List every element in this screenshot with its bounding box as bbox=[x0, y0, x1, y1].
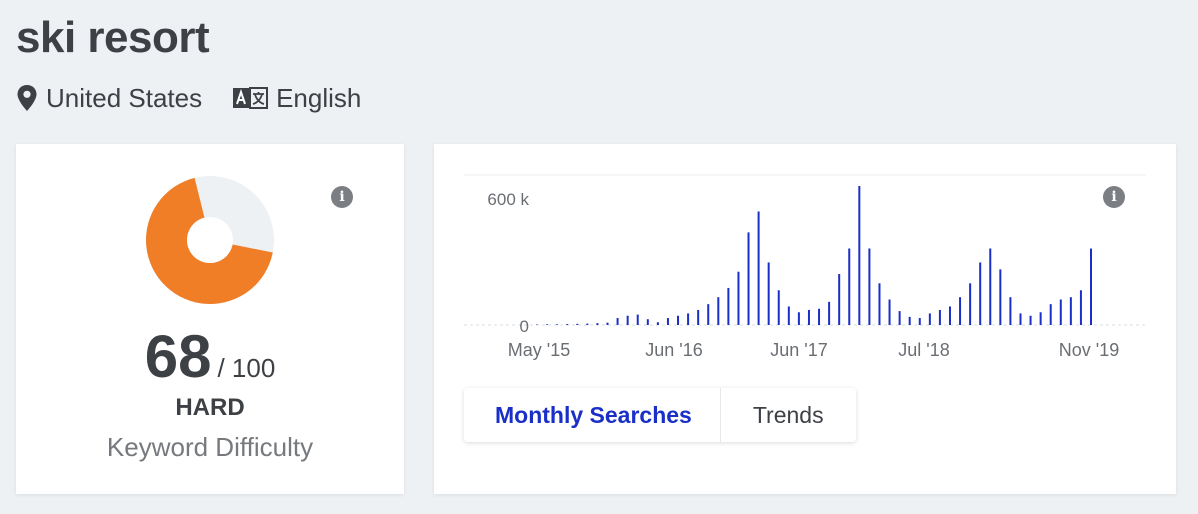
difficulty-score: 68/ 100 bbox=[16, 322, 404, 391]
tab-monthly-searches[interactable]: Monthly Searches bbox=[464, 388, 721, 442]
location-label: United States bbox=[46, 82, 203, 113]
language-selector[interactable]: English bbox=[232, 83, 361, 114]
y-tick-label: 0 bbox=[520, 317, 529, 336]
page-title: ski resort bbox=[16, 13, 210, 62]
tab-trends[interactable]: Trends bbox=[720, 388, 856, 442]
gauge-value-arc bbox=[146, 177, 273, 304]
info-icon[interactable]: i bbox=[1103, 186, 1125, 208]
info-icon[interactable]: i bbox=[331, 186, 353, 208]
difficulty-caption: Keyword Difficulty bbox=[106, 432, 314, 462]
monthly-searches-chart: 600 k 0 May '15 Jun '16 Jun '17 Jul '18 Nov '1… bbox=[464, 174, 1146, 360]
x-tick-label: Nov '19 bbox=[1059, 340, 1119, 360]
language-label: English bbox=[276, 82, 362, 113]
location-selector[interactable]: United States bbox=[16, 83, 202, 114]
keyword-meta: United States English bbox=[16, 80, 391, 116]
keyword-difficulty-card: i 68/ 100 HARD Keyword Difficulty bbox=[16, 144, 404, 494]
x-tick-label: May '15 bbox=[508, 340, 570, 360]
x-tick-label: Jun '17 bbox=[770, 340, 827, 360]
translate-icon bbox=[233, 87, 269, 109]
chart-tabs: Monthly Searches Trends bbox=[464, 388, 856, 442]
y-tick-label: 600 k bbox=[487, 190, 529, 209]
location-pin-icon bbox=[17, 85, 37, 111]
difficulty-value: 68 bbox=[144, 323, 212, 390]
difficulty-level: HARD bbox=[175, 394, 245, 421]
search-volume-card: i 600 k 0 May '15 Jun '16 Jun '17 Jul '18 Nov … bbox=[434, 144, 1176, 494]
difficulty-max: / 100 bbox=[217, 353, 276, 383]
x-tick-label: Jul '18 bbox=[898, 340, 949, 360]
difficulty-gauge bbox=[146, 176, 274, 304]
gauge-hole bbox=[187, 217, 233, 263]
x-tick-label: Jun '16 bbox=[645, 340, 702, 360]
